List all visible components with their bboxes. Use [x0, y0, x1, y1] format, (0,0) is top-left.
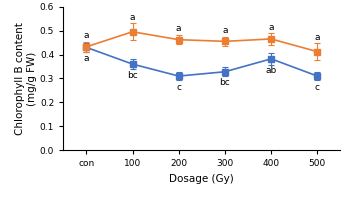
Text: c: c — [315, 83, 320, 92]
X-axis label: Dosage (Gy): Dosage (Gy) — [170, 174, 234, 184]
Text: a: a — [176, 24, 181, 33]
Text: c: c — [176, 83, 181, 92]
Y-axis label: Chlorophyll B content
(mg/g FW): Chlorophyll B content (mg/g FW) — [15, 22, 37, 135]
Text: a: a — [84, 54, 89, 63]
Text: bc: bc — [220, 78, 230, 88]
Text: a: a — [222, 26, 228, 35]
Text: bc: bc — [127, 71, 138, 80]
Text: a: a — [84, 31, 89, 40]
Text: ab: ab — [265, 65, 277, 74]
Text: a: a — [130, 13, 135, 22]
Text: a: a — [269, 23, 274, 32]
Text: a: a — [314, 32, 320, 42]
